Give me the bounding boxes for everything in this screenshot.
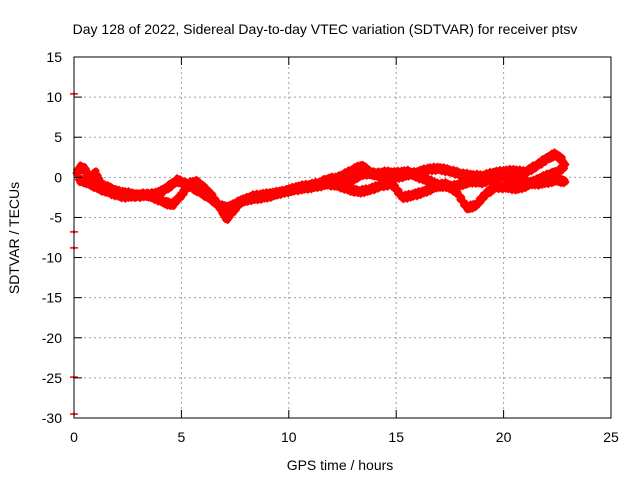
data-point [558,153,566,161]
chart-title: Day 128 of 2022, Sidereal Day-to-day VTE… [73,21,578,37]
data-point [477,198,485,206]
data-point [458,193,466,201]
data-point [395,186,403,194]
y-tick-label: -10 [42,250,62,266]
data-point [212,195,220,203]
plot-frame [73,56,612,419]
data-point [159,195,167,203]
data-point [366,188,374,196]
x-tick-label: 10 [281,429,297,445]
data-point [180,190,188,198]
y-axis-title: SDTVAR / TECUs [6,182,22,294]
y-tick-label: -20 [42,330,62,346]
grid-lines [74,57,611,418]
data-point [534,163,542,171]
data-point [346,178,354,186]
y-tick-label: 5 [54,129,62,145]
data-point [356,174,363,182]
data-point [392,182,399,189]
data-series [70,92,570,416]
data-point [177,194,185,202]
y-tick-label: -30 [42,410,62,426]
x-tick-label: 5 [178,429,186,445]
axis-ticks: -30 -25 -20 -15 -10 -5 0 5 10 15 0 5 10 15 20 25 [42,49,619,445]
data-point [524,169,532,177]
y-tick-label: 15 [46,49,62,65]
data-point [394,187,402,195]
x-tick-label: 25 [603,429,619,445]
data-point [410,169,418,177]
data-point [527,168,535,176]
y-tick-label: 10 [46,89,62,105]
y-tick-label: -25 [42,370,62,386]
y-tick-label: 0 [54,169,62,185]
data-point [561,165,568,172]
data-point [209,190,217,198]
x-axis-title: GPS time / hours [287,457,394,473]
x-tick-label: 0 [70,429,78,445]
y-tick-label: -15 [42,290,62,306]
x-tick-label: 20 [496,429,512,445]
data-point [562,178,570,186]
data-point [470,203,478,211]
data-point [562,161,570,168]
data-point [149,191,157,199]
y-tick-label: -5 [50,209,63,225]
x-tick-label: 15 [388,429,404,445]
data-point [537,161,545,169]
